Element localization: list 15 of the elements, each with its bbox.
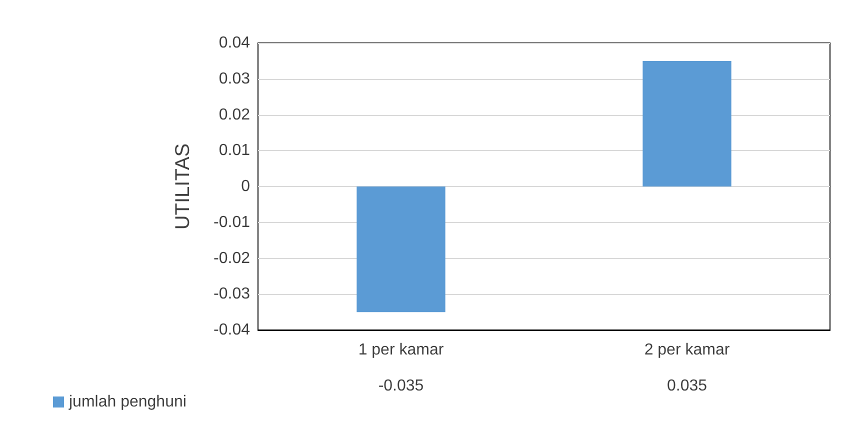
data-label: -0.035 (378, 378, 424, 394)
y-tick-label: -0.01 (214, 214, 250, 231)
x-tick-label: 2 per kamar (644, 342, 730, 358)
y-tick-label: 0 (241, 178, 250, 195)
y-tick-label: -0.03 (214, 286, 250, 303)
x-tick-label: 1 per kamar (358, 342, 444, 358)
y-axis-title: UTILITAS (172, 143, 194, 230)
y-tick-label: 0.03 (218, 70, 250, 88)
legend-label: jumlah penghuni (68, 394, 186, 410)
y-tick-label: 0.02 (218, 106, 250, 124)
y-tick-label: -0.02 (214, 250, 250, 267)
y-tick-label: 0.04 (218, 34, 250, 52)
data-label: 0.035 (666, 378, 708, 394)
y-tick-label: 0.01 (218, 142, 250, 160)
y-tick-label: -0.04 (214, 322, 250, 338)
